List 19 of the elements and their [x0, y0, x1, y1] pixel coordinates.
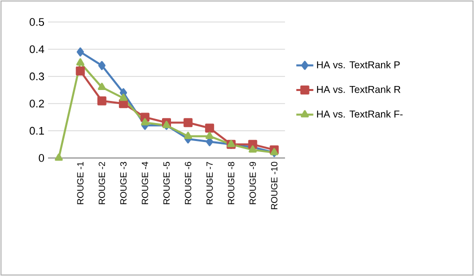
- x-tick-label: ROUGE -1: [77, 162, 84, 204]
- x-tick-label: ROUGE -5: [163, 162, 170, 204]
- x-tick-label: ROUGE -6: [184, 162, 192, 204]
- x-tick-label: ROUGE -2: [98, 162, 106, 204]
- y-tick-label: 0.1: [30, 126, 44, 135]
- x-tick-label: ROUGE -7: [206, 162, 213, 204]
- x-tick-label: ROUGE -4: [142, 162, 148, 204]
- y-tick-label: 0: [38, 154, 44, 162]
- legend-label: HA vs. TextRank F-: [317, 110, 403, 118]
- x-tick-label: ROUGE -9: [250, 162, 256, 204]
- y-tick-label: 0.4: [30, 45, 44, 54]
- legend-label: HA vs. TextRank R: [317, 86, 400, 93]
- x-tick-label: ROUGE -3: [120, 162, 127, 204]
- x-tick-label: ROUGE -8: [228, 162, 234, 204]
- y-tick-label: 0.5: [30, 18, 44, 26]
- legend-label: HA vs. TextRank P: [317, 60, 400, 68]
- y-tick-label: 0.3: [30, 72, 44, 80]
- y-tick-label: 0.2: [30, 100, 44, 108]
- x-tick-label: ROUGE -10: [271, 162, 278, 210]
